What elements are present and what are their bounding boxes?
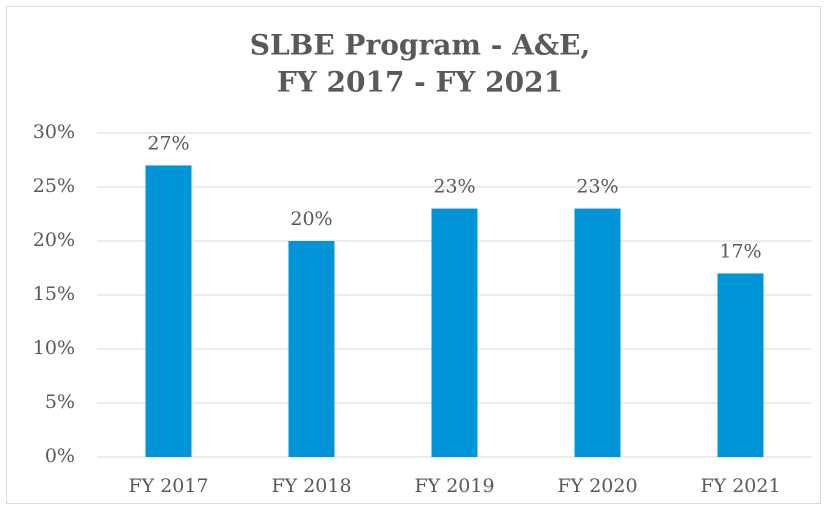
x-tick-label: FY 2017 bbox=[128, 475, 208, 497]
bar bbox=[145, 165, 192, 457]
y-tick-label: 30% bbox=[33, 121, 75, 143]
data-label: 23% bbox=[576, 176, 618, 198]
data-label: 23% bbox=[433, 176, 475, 198]
chart-border bbox=[6, 6, 821, 504]
y-tick-label: 25% bbox=[33, 175, 75, 197]
bar bbox=[288, 241, 335, 457]
x-tick-label: FY 2021 bbox=[700, 475, 780, 497]
x-tick-label: FY 2020 bbox=[557, 475, 637, 497]
y-tick-label: 15% bbox=[33, 283, 75, 305]
chart-title: SLBE Program - A&E, bbox=[250, 29, 590, 62]
x-tick-label: FY 2019 bbox=[414, 475, 494, 497]
x-tick-label: FY 2018 bbox=[271, 475, 351, 497]
chart-title: FY 2017 - FY 2021 bbox=[277, 66, 563, 99]
y-tick-label: 10% bbox=[33, 337, 75, 359]
data-label: 20% bbox=[290, 208, 332, 230]
y-tick-label: 20% bbox=[33, 229, 75, 251]
bar bbox=[574, 208, 621, 457]
data-label: 27% bbox=[147, 132, 189, 154]
y-tick-label: 0% bbox=[45, 445, 75, 467]
data-label: 17% bbox=[719, 240, 761, 262]
bar bbox=[717, 273, 764, 457]
bar bbox=[431, 208, 478, 457]
y-tick-label: 5% bbox=[45, 391, 75, 413]
